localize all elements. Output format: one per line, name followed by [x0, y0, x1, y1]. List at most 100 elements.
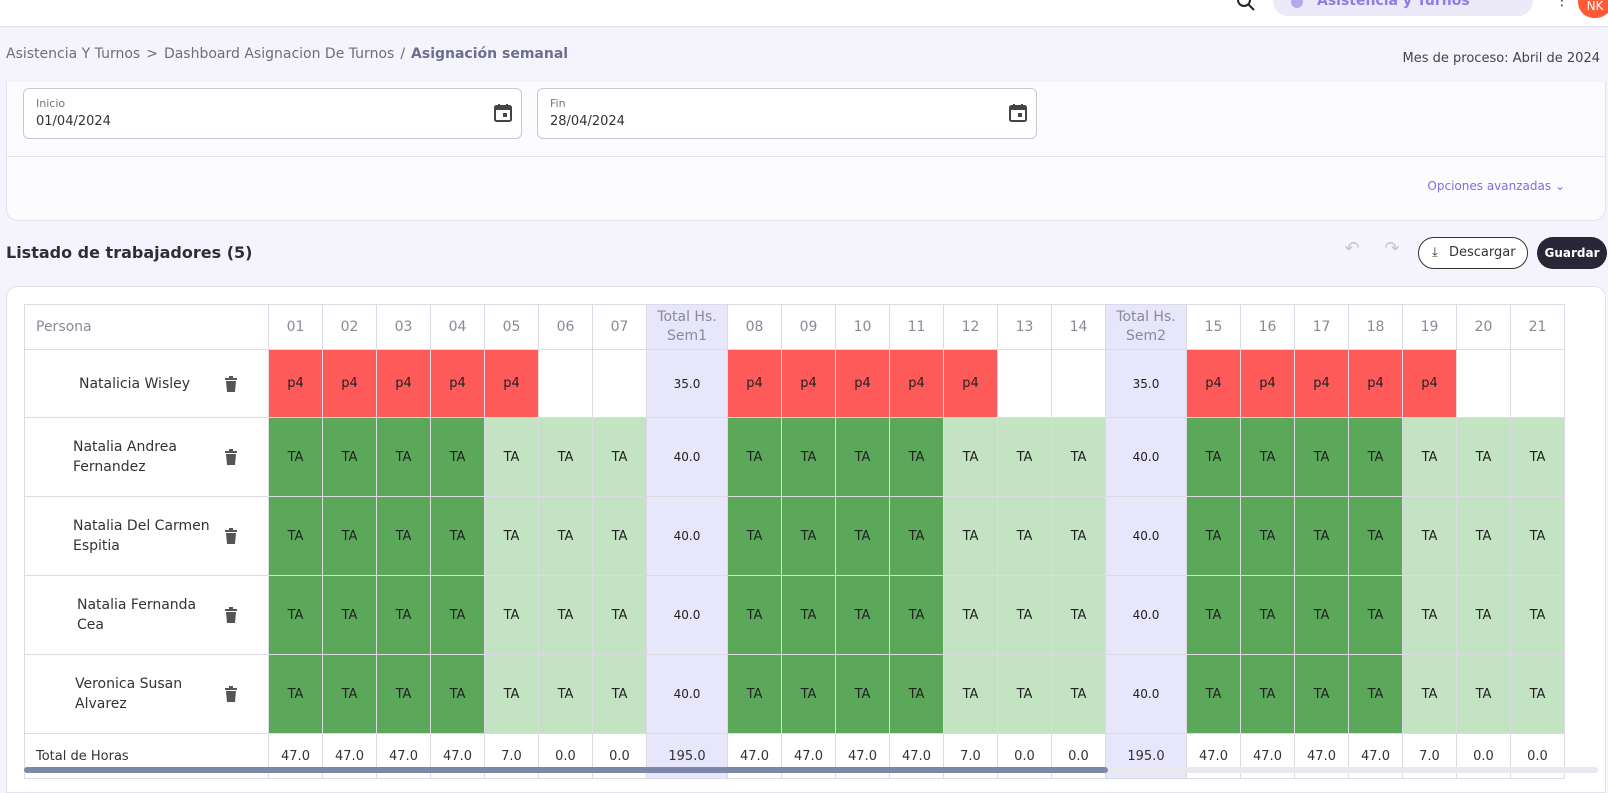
breadcrumb-item-dashboard[interactable]: Dashboard Asignacion De Turnos — [163, 46, 395, 62]
shift-cell[interactable]: TA — [997, 417, 1052, 497]
shift-cell[interactable]: TA — [322, 575, 377, 655]
advanced-options-link[interactable]: Opciones avanzadas ⌄ — [1427, 179, 1565, 193]
shift-cell[interactable]: TA — [1240, 575, 1295, 655]
shift-cell[interactable]: TA — [1348, 575, 1403, 655]
shift-cell[interactable]: TA — [1240, 417, 1295, 497]
shift-cell[interactable]: TA — [592, 654, 647, 734]
shift-cell[interactable]: TA — [835, 654, 890, 734]
shift-cell[interactable]: TA — [1294, 417, 1349, 497]
undo-icon[interactable]: ↶ — [1344, 238, 1360, 259]
start-date-field[interactable]: Inicio 01/04/2024 — [23, 88, 522, 139]
shift-cell[interactable]: TA — [727, 496, 782, 576]
shift-cell[interactable]: TA — [484, 654, 539, 734]
trash-icon[interactable] — [224, 449, 238, 465]
shift-cell[interactable]: TA — [835, 496, 890, 576]
search-icon[interactable] — [1236, 0, 1256, 12]
shift-cell[interactable]: p4 — [781, 349, 836, 418]
shift-cell[interactable]: TA — [268, 575, 323, 655]
shift-cell[interactable]: TA — [727, 417, 782, 497]
trash-icon[interactable] — [224, 686, 238, 702]
shift-cell[interactable]: TA — [781, 417, 836, 497]
shift-cell[interactable] — [538, 349, 593, 418]
shift-cell[interactable]: TA — [484, 575, 539, 655]
shift-cell[interactable]: p4 — [376, 349, 431, 418]
shift-cell[interactable]: TA — [1456, 496, 1511, 576]
shift-cell[interactable]: TA — [538, 496, 593, 576]
shift-cell[interactable]: p4 — [943, 349, 998, 418]
shift-cell[interactable]: TA — [592, 575, 647, 655]
shift-cell[interactable]: TA — [1402, 417, 1457, 497]
app-selector[interactable]: Asistencia y Turnos — [1273, 0, 1533, 16]
shift-cell[interactable]: TA — [1510, 575, 1565, 655]
shift-cell[interactable]: TA — [1051, 575, 1106, 655]
shift-cell[interactable]: TA — [835, 575, 890, 655]
shift-cell[interactable]: TA — [1456, 654, 1511, 734]
shift-cell[interactable]: TA — [322, 417, 377, 497]
shift-cell[interactable]: TA — [1051, 654, 1106, 734]
shift-cell[interactable]: TA — [889, 654, 944, 734]
scrollbar-thumb[interactable] — [24, 767, 1108, 773]
shift-cell[interactable]: TA — [430, 417, 485, 497]
shift-cell[interactable] — [1456, 349, 1511, 418]
shift-cell[interactable]: TA — [889, 417, 944, 497]
shift-cell[interactable]: TA — [1240, 496, 1295, 576]
shift-cell[interactable]: TA — [484, 496, 539, 576]
shift-cell[interactable]: TA — [943, 654, 998, 734]
redo-icon[interactable]: ↷ — [1384, 238, 1400, 259]
shift-cell[interactable]: p4 — [835, 349, 890, 418]
shift-cell[interactable]: p4 — [430, 349, 485, 418]
shift-cell[interactable]: TA — [781, 654, 836, 734]
shift-cell[interactable]: TA — [1510, 654, 1565, 734]
shift-cell[interactable]: TA — [835, 417, 890, 497]
end-date-field[interactable]: Fin 28/04/2024 — [537, 88, 1037, 139]
shift-cell[interactable]: TA — [376, 654, 431, 734]
shift-cell[interactable] — [1051, 349, 1106, 418]
shift-cell[interactable]: p4 — [268, 349, 323, 418]
shift-cell[interactable]: p4 — [727, 349, 782, 418]
shift-cell[interactable]: TA — [727, 654, 782, 734]
shift-cell[interactable]: TA — [1348, 654, 1403, 734]
avatar[interactable]: NK — [1578, 0, 1608, 18]
shift-cell[interactable]: TA — [997, 654, 1052, 734]
shift-cell[interactable]: TA — [430, 575, 485, 655]
shift-cell[interactable]: TA — [781, 496, 836, 576]
shift-cell[interactable]: TA — [943, 575, 998, 655]
shift-cell[interactable]: TA — [376, 496, 431, 576]
shift-cell[interactable]: TA — [1294, 654, 1349, 734]
shift-cell[interactable]: TA — [430, 496, 485, 576]
shift-cell[interactable]: TA — [1456, 575, 1511, 655]
calendar-icon[interactable] — [493, 103, 513, 123]
horizontal-scrollbar[interactable] — [24, 767, 1598, 773]
shift-cell[interactable]: TA — [1402, 496, 1457, 576]
calendar-icon[interactable] — [1008, 103, 1028, 123]
shift-cell[interactable]: TA — [322, 654, 377, 734]
download-button[interactable]: ⤓ Descargar — [1418, 237, 1528, 269]
save-button[interactable]: Guardar — [1537, 237, 1607, 269]
shift-cell[interactable]: p4 — [1348, 349, 1403, 418]
shift-cell[interactable]: TA — [592, 496, 647, 576]
shift-cell[interactable]: TA — [1240, 654, 1295, 734]
shift-cell[interactable]: TA — [376, 417, 431, 497]
shift-cell[interactable]: TA — [1294, 575, 1349, 655]
shift-cell[interactable]: TA — [727, 575, 782, 655]
shift-cell[interactable]: TA — [1051, 417, 1106, 497]
shift-cell[interactable]: TA — [1510, 496, 1565, 576]
shift-cell[interactable]: TA — [997, 496, 1052, 576]
shift-cell[interactable]: TA — [1051, 496, 1106, 576]
shift-cell[interactable]: p4 — [484, 349, 539, 418]
shift-cell[interactable]: TA — [430, 654, 485, 734]
shift-cell[interactable]: TA — [538, 417, 593, 497]
shift-cell[interactable]: TA — [1294, 496, 1349, 576]
shift-cell[interactable]: TA — [538, 654, 593, 734]
shift-cell[interactable]: TA — [943, 496, 998, 576]
shift-cell[interactable]: TA — [1348, 496, 1403, 576]
shift-cell[interactable]: p4 — [1240, 349, 1295, 418]
shift-cell[interactable]: TA — [538, 575, 593, 655]
shift-cell[interactable]: p4 — [1294, 349, 1349, 418]
shift-cell[interactable]: TA — [376, 575, 431, 655]
shift-cell[interactable]: TA — [889, 496, 944, 576]
shift-cell[interactable]: TA — [1348, 417, 1403, 497]
shift-cell[interactable]: TA — [268, 654, 323, 734]
shift-cell[interactable]: TA — [592, 417, 647, 497]
shift-cell[interactable]: p4 — [1402, 349, 1457, 418]
